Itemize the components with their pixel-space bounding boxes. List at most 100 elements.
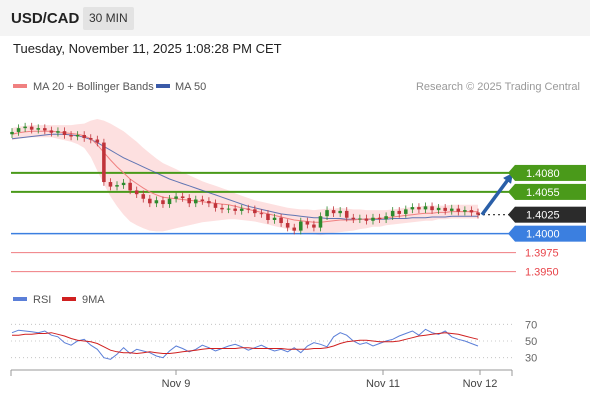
candles xyxy=(10,122,480,235)
candle-body xyxy=(344,210,349,218)
rsi-legend-swatch xyxy=(13,297,27,301)
candle xyxy=(266,210,270,224)
level-label-bg xyxy=(515,164,586,181)
candle-body xyxy=(226,208,231,210)
candle-body xyxy=(180,196,185,198)
candle-body xyxy=(56,131,60,133)
level-label-target: 1.4080 xyxy=(508,164,586,181)
candle xyxy=(344,207,349,222)
candle-body xyxy=(161,200,165,205)
candle xyxy=(75,131,80,141)
candle-body xyxy=(23,126,27,129)
candle-body xyxy=(174,196,178,199)
candle xyxy=(351,213,356,224)
candle xyxy=(128,179,132,195)
candle xyxy=(180,192,185,202)
candle-body xyxy=(134,190,139,195)
candle xyxy=(102,138,106,186)
candle xyxy=(430,202,434,214)
candle xyxy=(239,204,244,215)
candle-body xyxy=(49,130,54,133)
research-credit: Research © 2025 Trading Central xyxy=(416,81,580,93)
candle xyxy=(69,131,73,141)
candle xyxy=(141,190,146,203)
candle-body xyxy=(148,198,152,204)
candle-body xyxy=(292,227,297,231)
candle-body xyxy=(253,209,257,214)
candle xyxy=(476,208,480,219)
candle xyxy=(148,194,152,208)
candle xyxy=(410,203,415,214)
candle xyxy=(62,127,67,139)
rsi-grid: 70 50 30 xyxy=(11,319,537,365)
timeframe-badge[interactable]: 30 MIN xyxy=(83,7,134,30)
ma20-legend-swatch xyxy=(13,84,27,88)
candle-body xyxy=(10,131,14,135)
level-label-pointer xyxy=(508,225,515,242)
candle xyxy=(108,178,113,191)
candle-body xyxy=(43,128,47,131)
candle xyxy=(364,214,369,225)
candle-body xyxy=(167,198,172,205)
candle-body xyxy=(141,194,146,199)
candle xyxy=(49,126,54,137)
level-label-bg xyxy=(515,206,586,223)
candle xyxy=(174,192,178,203)
candle xyxy=(246,204,251,214)
candle xyxy=(193,195,198,208)
candle xyxy=(285,219,290,232)
candle-body xyxy=(364,218,369,221)
candle-body xyxy=(456,208,461,212)
candle-body xyxy=(128,182,132,191)
level-label-text: 1.4025 xyxy=(526,210,560,222)
candle xyxy=(371,213,375,225)
candle xyxy=(463,206,467,216)
candle xyxy=(358,214,362,224)
candle-body xyxy=(436,207,441,211)
candle xyxy=(88,134,93,144)
candle-body xyxy=(390,210,395,217)
rsi-legend-label: RSI xyxy=(33,294,51,306)
candle xyxy=(36,124,41,134)
rsi-ma-legend-label: 9MA xyxy=(82,294,105,306)
candle-body xyxy=(95,139,100,143)
candle-body xyxy=(115,185,119,187)
candle xyxy=(233,204,237,215)
candle xyxy=(213,199,218,212)
candle xyxy=(29,122,34,134)
candle-body xyxy=(463,210,467,212)
candle xyxy=(134,186,139,198)
candle xyxy=(23,122,27,132)
symbol-label: USD/CAD xyxy=(11,10,80,27)
level-label-support: 1.3975 xyxy=(525,248,559,260)
candle xyxy=(312,220,316,232)
level-label-current: 1.4025 xyxy=(508,206,586,223)
candle xyxy=(469,206,474,217)
candle-body xyxy=(88,138,93,140)
bollinger-band xyxy=(12,119,478,236)
candle-body xyxy=(449,208,454,211)
level-label-support: 1.3950 xyxy=(525,267,559,279)
candle-body xyxy=(397,210,402,214)
candle-body xyxy=(279,217,283,224)
candle-body xyxy=(266,213,270,220)
candle-body xyxy=(259,213,264,215)
candle xyxy=(299,217,303,235)
candle-body xyxy=(16,128,21,132)
candle xyxy=(56,127,60,137)
candle xyxy=(390,207,395,220)
ma20-legend-label: MA 20 + Bollinger Bands xyxy=(33,81,154,93)
projection-arrow xyxy=(480,172,513,216)
candle-body xyxy=(75,134,80,137)
candle-body xyxy=(233,208,237,211)
candle xyxy=(292,223,297,235)
candle xyxy=(417,203,421,214)
candle-body xyxy=(469,210,474,213)
candle xyxy=(10,128,14,139)
candle xyxy=(272,213,277,224)
candle xyxy=(325,206,329,220)
timestamp: Tuesday, November 11, 2025 1:08:28 PM CE… xyxy=(13,41,282,56)
candle xyxy=(187,194,191,208)
candle-body xyxy=(423,206,428,210)
x-tick-label: Nov 11 xyxy=(366,378,400,390)
